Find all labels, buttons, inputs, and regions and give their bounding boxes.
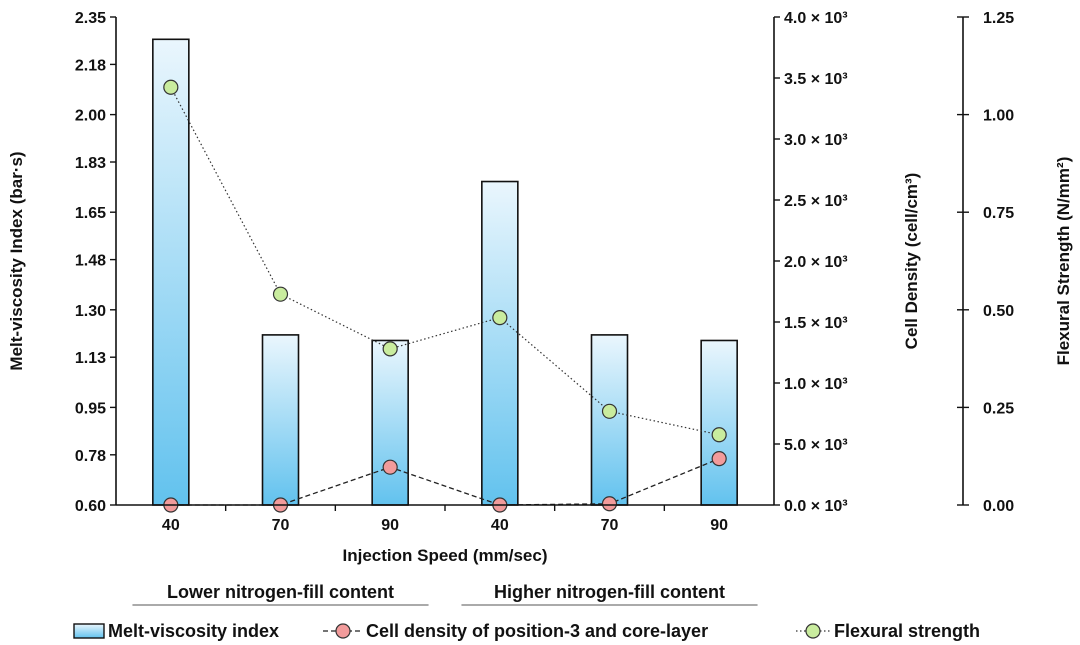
left-tick-label-3: 1.13 (75, 350, 106, 367)
bar-0 (152, 38, 190, 506)
group-label-0: Lower nitrogen-fill content (167, 582, 394, 602)
left-tick-label-1: 0.78 (75, 448, 106, 465)
left-tick-label-9: 2.18 (75, 57, 106, 74)
legend-label-cell-density: Cell density of position-3 and core-laye… (366, 621, 708, 641)
left-tick-label-5: 1.48 (75, 253, 106, 270)
far-right-tick-label-4: 1.00 (983, 108, 1014, 125)
group-label-1: Higher nitrogen-fill content (494, 582, 725, 602)
x-tick-label-2: 90 (381, 517, 399, 534)
right-tick-label-2: 1.0 × 10³ (784, 376, 848, 393)
bar-3 (481, 180, 519, 506)
cell-density-line (170, 458, 720, 506)
left-axis-title: Melt-viscosity Index (bar·s) (7, 151, 26, 370)
right-tick-label-0: 0.0 × 10³ (784, 498, 848, 515)
right-tick-label-4: 2.0 × 10³ (784, 254, 848, 271)
bar-1 (261, 334, 300, 506)
cell-density-point-4 (601, 496, 618, 512)
right-tick-label-1: 5.0 × 10³ (784, 437, 848, 454)
legend-label-flexural: Flexural strength (834, 621, 980, 641)
cell-density-point-2 (382, 459, 398, 475)
flexural-strength-point-2 (382, 341, 398, 357)
legend: Melt-viscosity index Cell density of posi… (73, 621, 980, 641)
x-axis-title: Injection Speed (mm/sec) (343, 546, 548, 565)
x-tick-label-0: 40 (162, 517, 180, 534)
x-tick-label-5: 90 (710, 517, 728, 534)
left-tick-label-2: 0.95 (75, 400, 106, 417)
right-axis-title: Cell Density (cell/cm³) (902, 173, 921, 350)
left-tick-label-8: 2.00 (75, 108, 106, 125)
bar-5 (700, 339, 738, 506)
flexural-strength-point-1 (272, 286, 289, 302)
left-tick-label-4: 1.30 (75, 303, 106, 320)
left-tick-label-0: 0.60 (75, 498, 106, 515)
bar-2 (371, 339, 409, 506)
left-tick-label-7: 1.83 (75, 155, 106, 172)
right-tick-label-3: 1.5 × 10³ (784, 315, 848, 332)
flexural-strength-point-0 (163, 79, 179, 95)
x-tick-label-1: 70 (272, 517, 290, 534)
plot-area (152, 38, 738, 513)
right-tick-label-7: 3.5 × 10³ (784, 71, 848, 88)
axes: 40 70 90 40 70 90 Injection Speed (mm/sec) 0.60… (7, 10, 1073, 606)
right-tick-label-5: 2.5 × 10³ (784, 193, 848, 210)
legend-label-bar: Melt-viscosity index (108, 621, 279, 641)
far-right-tick-label-0: 0.00 (983, 498, 1014, 515)
far-right-tick-label-2: 0.50 (983, 303, 1014, 320)
cell-density-point-5 (711, 451, 727, 467)
flexural-strength-point-4 (601, 403, 618, 419)
right-tick-label-8: 4.0 × 10³ (784, 10, 848, 27)
left-tick-label-10: 2.35 (75, 10, 106, 27)
bar-4 (590, 334, 629, 506)
flexural-strength-point-5 (711, 427, 727, 443)
legend-swatch-cell-marker (335, 623, 351, 639)
x-tick-label-3: 40 (491, 517, 509, 534)
far-right-tick-label-5: 1.25 (983, 10, 1014, 27)
right-tick-label-6: 3.0 × 10³ (784, 132, 848, 149)
left-tick-label-6: 1.65 (75, 205, 106, 222)
flexural-strength-line (170, 86, 720, 436)
far-right-axis-title: Flexural Strength (N/mm²) (1054, 157, 1073, 366)
x-tick-label-4: 70 (601, 517, 619, 534)
flexural-strength-point-3 (492, 310, 508, 326)
legend-swatch-bar (73, 623, 105, 639)
far-right-tick-label-3: 0.75 (983, 205, 1014, 222)
legend-swatch-flex-marker (805, 623, 821, 639)
far-right-tick-label-1: 0.25 (983, 400, 1014, 417)
